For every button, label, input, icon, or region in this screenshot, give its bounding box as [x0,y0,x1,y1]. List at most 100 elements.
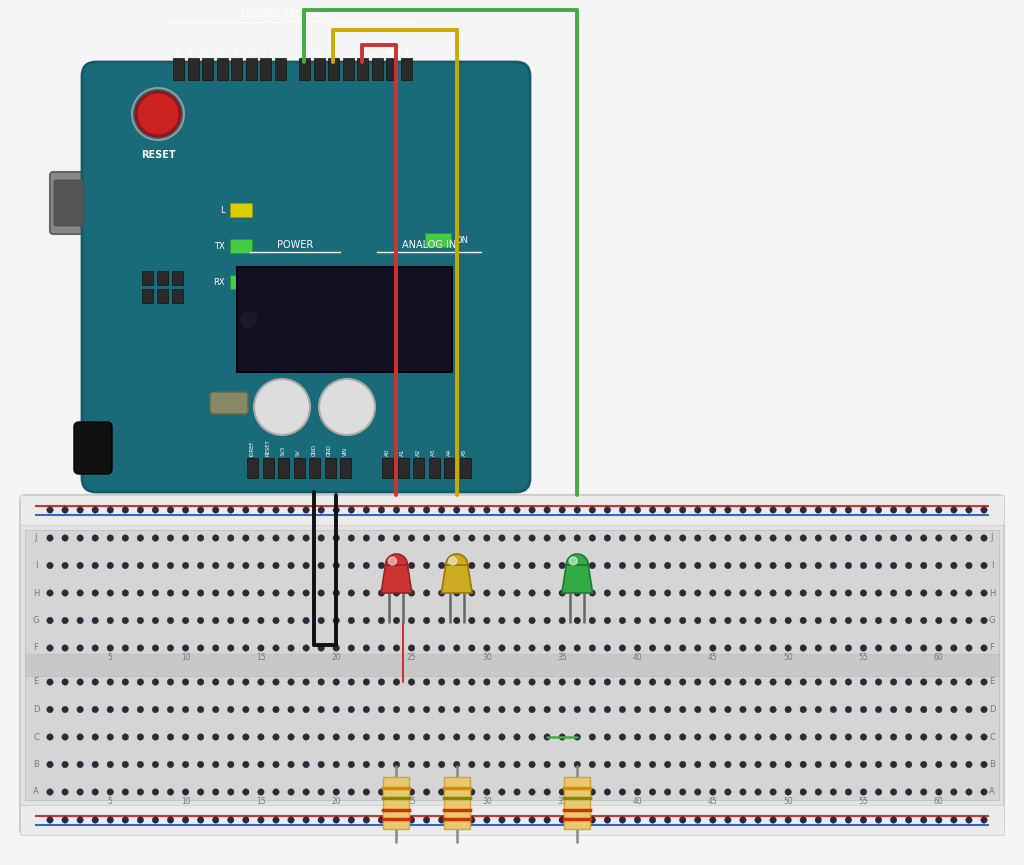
Circle shape [905,734,912,740]
Circle shape [319,379,375,435]
Text: ANALOG IN: ANALOG IN [401,240,456,250]
Circle shape [483,789,490,795]
Circle shape [92,618,98,624]
Text: 1
TX0: 1 TX0 [386,46,396,56]
Circle shape [845,562,852,568]
Circle shape [61,562,69,568]
Circle shape [936,562,942,568]
Circle shape [966,590,972,596]
Circle shape [153,535,159,541]
Circle shape [272,590,280,596]
Circle shape [198,535,204,541]
Circle shape [921,590,927,596]
Text: ~10: ~10 [248,44,253,56]
Circle shape [348,562,354,568]
Circle shape [303,707,309,713]
Circle shape [725,679,731,685]
Bar [246,58,256,80]
Text: 10: 10 [181,653,190,663]
Circle shape [61,590,69,596]
Circle shape [860,562,866,568]
Circle shape [272,679,280,685]
Circle shape [739,562,746,568]
Circle shape [423,817,430,823]
Text: A3: A3 [431,449,436,456]
Circle shape [665,562,671,568]
Circle shape [514,618,520,624]
Circle shape [288,507,294,513]
FancyBboxPatch shape [50,172,88,234]
Circle shape [710,707,716,713]
Circle shape [694,707,701,713]
Circle shape [423,590,430,596]
Circle shape [348,590,354,596]
Circle shape [364,817,370,823]
Circle shape [303,817,309,823]
Circle shape [47,679,53,685]
Circle shape [694,562,701,568]
Text: 25: 25 [407,653,417,663]
Circle shape [604,618,610,624]
Circle shape [845,618,852,624]
Circle shape [528,734,536,740]
Circle shape [845,707,852,713]
Circle shape [966,535,972,541]
Circle shape [388,557,396,565]
Circle shape [258,789,264,795]
Circle shape [423,618,430,624]
Circle shape [137,644,143,651]
Circle shape [303,562,309,568]
Circle shape [198,817,204,823]
Circle shape [469,761,475,768]
Circle shape [122,507,129,513]
Circle shape [694,817,701,823]
Circle shape [469,734,475,740]
Bar [260,58,271,80]
Circle shape [213,817,219,823]
Circle shape [966,507,972,513]
Circle shape [800,644,807,651]
Circle shape [725,618,731,624]
Circle shape [288,535,294,541]
FancyBboxPatch shape [54,180,84,226]
Circle shape [770,707,776,713]
Circle shape [559,679,565,685]
Bar [230,203,252,217]
Circle shape [318,761,325,768]
Circle shape [770,562,776,568]
Circle shape [438,535,444,541]
Circle shape [785,507,792,513]
Circle shape [800,789,807,795]
Bar [309,458,321,478]
Circle shape [574,618,581,624]
Circle shape [288,734,294,740]
Circle shape [227,679,233,685]
Circle shape [108,679,114,685]
Circle shape [589,734,596,740]
Circle shape [393,679,399,685]
Circle shape [272,618,280,624]
Circle shape [393,590,399,596]
Circle shape [77,562,83,568]
Circle shape [61,789,69,795]
Circle shape [272,761,280,768]
Circle shape [378,507,385,513]
Circle shape [61,618,69,624]
Circle shape [905,644,912,651]
Circle shape [604,644,610,651]
Circle shape [378,644,385,651]
Circle shape [108,590,114,596]
Circle shape [167,618,174,624]
Circle shape [680,644,686,651]
Circle shape [499,761,505,768]
Circle shape [574,507,581,513]
Circle shape [905,789,912,795]
Circle shape [213,618,219,624]
Circle shape [950,734,957,740]
Circle shape [815,562,821,568]
Circle shape [108,789,114,795]
Circle shape [318,590,325,596]
Circle shape [649,644,655,651]
Text: G: G [989,616,995,625]
Circle shape [544,817,550,823]
